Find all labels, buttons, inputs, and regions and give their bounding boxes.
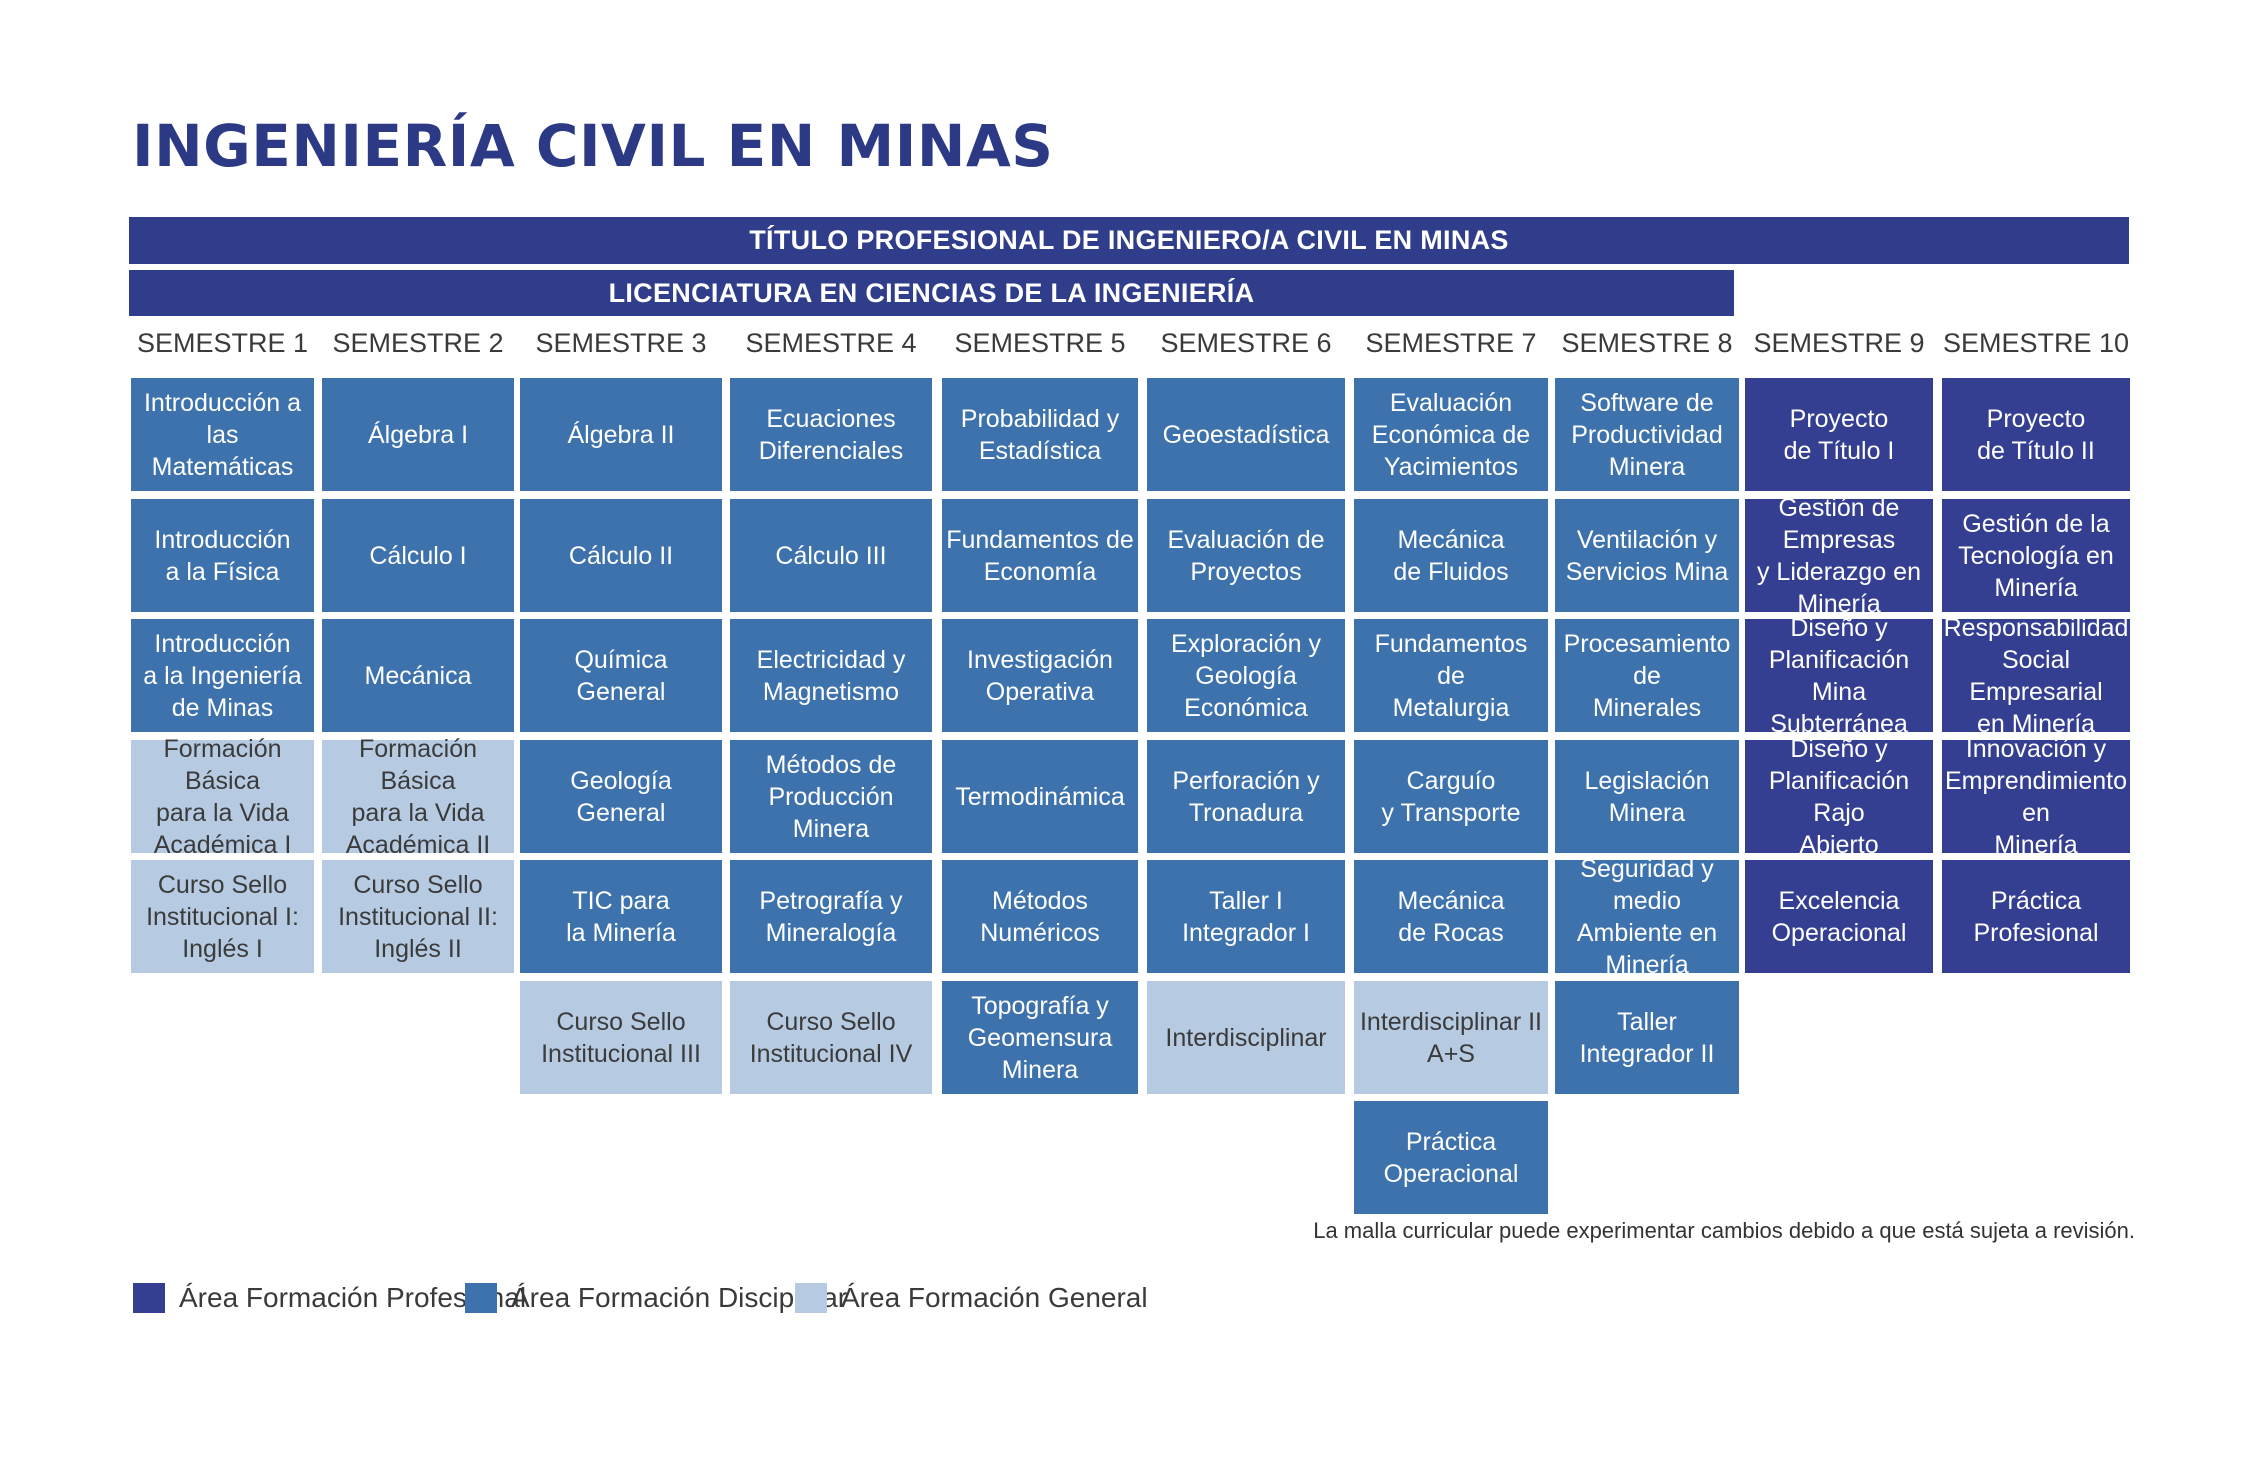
semester-header-7: SEMESTRE 7 xyxy=(1365,327,1537,358)
course-cell: Taller Integrador II xyxy=(1555,981,1739,1094)
course-cell: Geología General xyxy=(520,740,722,853)
course-cell: Fundamentos de Economía xyxy=(942,499,1138,612)
course-cell: Evaluación de Proyectos xyxy=(1147,499,1345,612)
legend-swatch xyxy=(795,1283,827,1313)
course-cell: Procesamiento de Minerales xyxy=(1555,619,1739,732)
course-cell: Seguridad y medio Ambiente en Minería xyxy=(1555,855,1739,979)
course-cell: Excelencia Operacional xyxy=(1745,860,1933,973)
semester-header-9: SEMESTRE 9 xyxy=(1753,327,1925,358)
course-cell: Innovación y Emprendimiento en Minería xyxy=(1942,735,2130,859)
degree-title-bar: TÍTULO PROFESIONAL DE INGENIERO/A CIVIL … xyxy=(129,217,2129,264)
course-cell: Curso Sello Institucional IV xyxy=(730,981,932,1094)
course-cell: Álgebra I xyxy=(322,378,514,491)
semester-header-8: SEMESTRE 8 xyxy=(1561,327,1733,358)
course-cell: Geoestadística xyxy=(1147,378,1345,491)
course-cell: Probabilidad y Estadística xyxy=(942,378,1138,491)
legend-label: Área Formación Disciplinar xyxy=(511,1282,848,1313)
course-cell: Diseño y Planificación Mina Subterránea xyxy=(1745,614,1933,738)
course-cell: Práctica Profesional xyxy=(1942,860,2130,973)
course-cell: Proyecto de Título II xyxy=(1942,378,2130,491)
course-cell: TIC para la Minería xyxy=(520,860,722,973)
course-cell: Diseño y Planificación Rajo Abierto xyxy=(1745,735,1933,859)
course-cell: Cálculo II xyxy=(520,499,722,612)
course-cell: Curso Sello Institucional I: Inglés I xyxy=(131,860,314,973)
course-cell: Termodinámica xyxy=(942,740,1138,853)
semester-header-5: SEMESTRE 5 xyxy=(954,327,1126,358)
course-cell: Responsabilidad Social Empresarial en Mi… xyxy=(1942,613,2130,738)
course-cell: Cálculo III xyxy=(730,499,932,612)
semester-header-6: SEMESTRE 6 xyxy=(1160,327,1332,358)
course-cell: Cálculo I xyxy=(322,499,514,612)
course-cell: Métodos Numéricos xyxy=(942,860,1138,973)
course-cell: Fundamentos de Metalurgia xyxy=(1354,619,1548,732)
legend-item: Área Formación General xyxy=(795,1282,1148,1314)
legend-swatch xyxy=(465,1283,497,1313)
course-cell: Evaluación Económica de Yacimientos xyxy=(1354,378,1548,491)
license-bar: LICENCIATURA EN CIENCIAS DE LA INGENIERÍ… xyxy=(129,270,1734,316)
revision-note: La malla curricular puede experimentar c… xyxy=(1313,1218,2135,1243)
course-cell: Mecánica xyxy=(322,619,514,732)
course-cell: Interdisciplinar II A+S xyxy=(1354,981,1548,1094)
semester-header-4: SEMESTRE 4 xyxy=(745,327,917,358)
course-cell: Exploración y Geología Económica xyxy=(1147,619,1345,732)
semester-header-10: SEMESTRE 10 xyxy=(1942,327,2130,358)
semester-header-1: SEMESTRE 1 xyxy=(136,327,309,358)
course-cell: Perforación y Tronadura xyxy=(1147,740,1345,853)
course-cell: Mecánica de Rocas xyxy=(1354,860,1548,973)
course-cell: Ecuaciones Diferenciales xyxy=(730,378,932,491)
course-cell: Ventilación y Servicios Mina xyxy=(1555,499,1739,612)
course-cell: Química General xyxy=(520,619,722,732)
course-cell: Introducción a la Ingeniería de Minas xyxy=(131,619,314,732)
course-cell: Gestión de la Tecnología en Minería xyxy=(1942,499,2130,612)
course-cell: Álgebra II xyxy=(520,378,722,491)
semester-header-3: SEMESTRE 3 xyxy=(535,327,707,358)
course-cell: Formación Básica para la Vida Académica … xyxy=(322,735,514,859)
course-cell: Software de Productividad Minera xyxy=(1555,378,1739,491)
course-cell: Práctica Operacional xyxy=(1354,1101,1548,1214)
course-cell: Interdisciplinar xyxy=(1147,981,1345,1094)
course-cell: Introducción a la Física xyxy=(131,499,314,612)
course-cell: Topografía y Geomensura Minera xyxy=(942,981,1138,1094)
course-cell: Curso Sello Institucional III xyxy=(520,981,722,1094)
course-cell: Curso Sello Institucional II: Inglés II xyxy=(322,860,514,973)
course-cell: Introducción a las Matemáticas xyxy=(131,378,314,491)
course-cell: Proyecto de Título I xyxy=(1745,378,1933,491)
course-cell: Investigación Operativa xyxy=(942,619,1138,732)
course-cell: Taller I Integrador I xyxy=(1147,860,1345,973)
legend-label: Área Formación General xyxy=(841,1282,1148,1313)
legend-swatch xyxy=(133,1283,165,1313)
semester-header-2: SEMESTRE 2 xyxy=(332,327,504,358)
course-cell: Petrografía y Mineralogía xyxy=(730,860,932,973)
course-cell: Mecánica de Fluidos xyxy=(1354,499,1548,612)
course-cell: Carguío y Transporte xyxy=(1354,740,1548,853)
course-cell: Legislación Minera xyxy=(1555,740,1739,853)
legend-item: Área Formación Disciplinar xyxy=(465,1282,847,1314)
course-cell: Formación Básica para la Vida Académica … xyxy=(131,735,314,859)
page-title: INGENIERÍA CIVIL EN MINAS xyxy=(132,112,1054,180)
course-cell: Métodos de Producción Minera xyxy=(730,740,932,853)
course-cell: Electricidad y Magnetismo xyxy=(730,619,932,732)
course-cell: Gestión de Empresas y Liderazgo en Miner… xyxy=(1745,494,1933,618)
